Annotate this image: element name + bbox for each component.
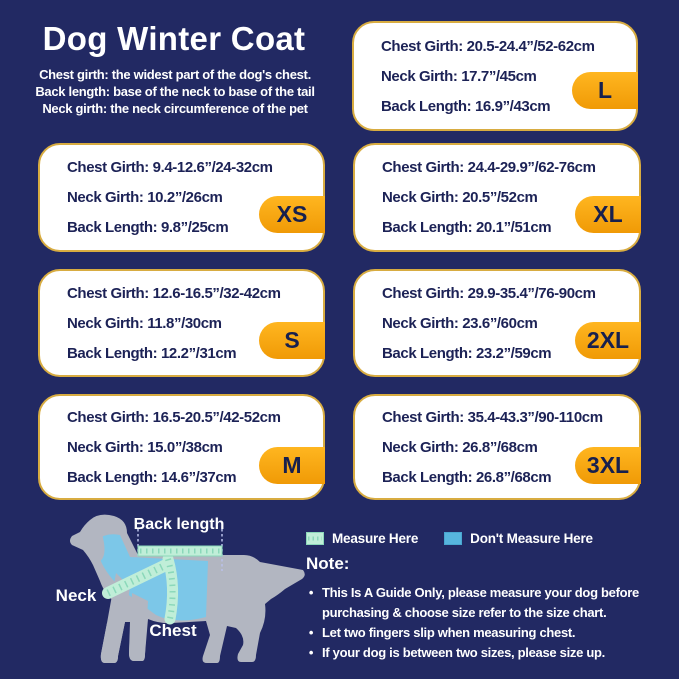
note-section: Note: • This Is A Guide Only, please mea… — [306, 554, 668, 663]
size-card-xs: Chest Girth: 9.4-12.6”/24-32cm Neck Girt… — [38, 143, 325, 252]
neck-girth-value: Neck Girth: 23.6”/60cm — [382, 314, 538, 332]
chest-girth-value: Chest Girth: 16.5-20.5”/42-52cm — [67, 408, 281, 426]
chest-girth-value: Chest Girth: 20.5-24.4”/52-62cm — [381, 37, 595, 55]
measuring-legend: Measure Here Don't Measure Here — [306, 531, 593, 546]
size-badge-xs: XS — [259, 196, 325, 233]
chest-girth-value: Chest Girth: 9.4-12.6”/24-32cm — [67, 159, 273, 176]
size-card-lines: Chest Girth: 20.5-24.4”/52-62cm Neck Gir… — [354, 23, 636, 129]
chest-girth-value: Chest Girth: 24.4-29.9”/62-76cm — [382, 159, 596, 176]
measurement-definitions: Chest girth: the widest part of the dog'… — [2, 66, 348, 117]
size-card-l: Chest Girth: 20.5-24.4”/52-62cm Neck Gir… — [352, 21, 638, 131]
note-item: • If your dog is between two sizes, plea… — [306, 643, 668, 663]
chest-girth-value: Chest Girth: 29.9-35.4”/76-90cm — [382, 284, 596, 302]
neck-girth-value: Neck Girth: 26.8”/68cm — [382, 438, 538, 456]
size-card-m: Chest Girth: 16.5-20.5”/42-52cm Neck Gir… — [38, 394, 325, 500]
chest-tape — [162, 553, 179, 625]
note-item-continuation: purchasing & choose size refer to the si… — [306, 603, 668, 623]
note-text: purchasing & choose size refer to the si… — [322, 605, 607, 620]
bullet-dot: • — [308, 625, 314, 640]
bullet-dot — [306, 603, 316, 623]
size-badge-m: M — [259, 447, 325, 484]
legend-item-dont-measure: Don't Measure Here — [444, 531, 593, 546]
measure-here-swatch-icon — [306, 532, 324, 545]
size-badge-xl: XL — [575, 196, 641, 233]
dog-front-leg — [100, 573, 130, 663]
size-card-lines: Chest Girth: 12.6-16.5”/32-42cm Neck Gir… — [40, 271, 323, 375]
note-text: If your dog is between two sizes, please… — [322, 645, 605, 660]
note-item: • This Is A Guide Only, please measure y… — [306, 583, 668, 603]
size-badge-l: L — [572, 72, 638, 109]
neck-girth-value: Neck Girth: 17.7”/45cm — [381, 67, 537, 85]
note-heading: Note: — [306, 554, 350, 573]
back-length-value: Back Length: 14.6”/37cm — [67, 468, 237, 486]
neck-girth-value: Neck Girth: 11.8”/30cm — [67, 314, 222, 332]
size-card-lines: Chest Girth: 24.4-29.9”/62-76cm Neck Gir… — [355, 145, 639, 250]
bullet-dot: • — [308, 645, 314, 660]
dont-measure-here-label: Don't Measure Here — [470, 531, 593, 546]
chest-label: Chest — [149, 621, 197, 640]
measure-here-label: Measure Here — [332, 531, 419, 546]
back-length-value: Back Length: 20.1”/51cm — [382, 219, 552, 236]
dog-ear — [87, 522, 105, 562]
size-card-s: Chest Girth: 12.6-16.5”/32-42cm Neck Gir… — [38, 269, 325, 377]
chest-girth-value: Chest Girth: 12.6-16.5”/32-42cm — [67, 284, 281, 302]
back-length-value: Back Length: 23.2”/59cm — [382, 344, 552, 362]
size-card-lines: Chest Girth: 9.4-12.6”/24-32cm Neck Girt… — [40, 145, 323, 250]
note-text: Let two fingers slip when measuring ches… — [322, 625, 576, 640]
back-length-value: Back Length: 12.2”/31cm — [67, 344, 237, 362]
back-length-value: Back Length: 16.9”/43cm — [381, 97, 551, 115]
size-card-lines: Chest Girth: 29.9-35.4”/76-90cm Neck Gir… — [355, 271, 639, 375]
dont-measure-here-swatch-icon — [444, 532, 463, 545]
dog-front-leg-2 — [129, 593, 148, 661]
back-ruler — [137, 545, 223, 557]
neck-tape — [102, 559, 172, 599]
page-title: Dog Winter Coat — [42, 20, 306, 57]
neck-girth-value: Neck Girth: 20.5”/52cm — [382, 189, 538, 206]
neck-label: Neck — [55, 586, 97, 605]
size-card-3xl: Chest Girth: 35.4-43.3”/90-110cm Neck Gi… — [353, 394, 641, 500]
back-length-label: Back length — [133, 516, 225, 533]
definition-back-length: Back length: base of the neck to base of… — [35, 84, 315, 99]
chest-girth-value: Chest Girth: 35.4-43.3”/90-110cm — [382, 408, 603, 426]
neck-girth-value: Neck Girth: 15.0”/38cm — [67, 438, 223, 456]
size-card-xl: Chest Girth: 24.4-29.9”/62-76cm Neck Gir… — [353, 143, 641, 252]
size-badge-3xl: 3XL — [575, 447, 641, 484]
note-item: • Let two fingers slip when measuring ch… — [306, 623, 668, 643]
bullet-dot: • — [308, 585, 314, 600]
legend-item-measure: Measure Here — [306, 531, 418, 546]
size-badge-s: S — [259, 322, 325, 359]
definition-chest-girth: Chest girth: the widest part of the dog'… — [39, 67, 311, 82]
size-card-lines: Chest Girth: 16.5-20.5”/42-52cm Neck Gir… — [40, 396, 323, 498]
back-length-value: Back Length: 26.8”/68cm — [382, 468, 552, 486]
size-card-2xl: Chest Girth: 29.9-35.4”/76-90cm Neck Gir… — [353, 269, 641, 377]
neck-girth-value: Neck Girth: 10.2”/26cm — [67, 189, 223, 206]
back-length-value: Back Length: 9.8”/25cm — [67, 219, 229, 236]
dog-measurement-diagram: Back length Neck Chest — [8, 505, 338, 679]
size-badge-2xl: 2XL — [575, 322, 641, 359]
definition-neck-girth: Neck girth: the neck circumference of th… — [42, 101, 308, 116]
dog-illustration — [70, 514, 305, 663]
size-card-lines: Chest Girth: 35.4-43.3”/90-110cm Neck Gi… — [355, 396, 639, 498]
note-text: This Is A Guide Only, please measure you… — [322, 585, 639, 600]
